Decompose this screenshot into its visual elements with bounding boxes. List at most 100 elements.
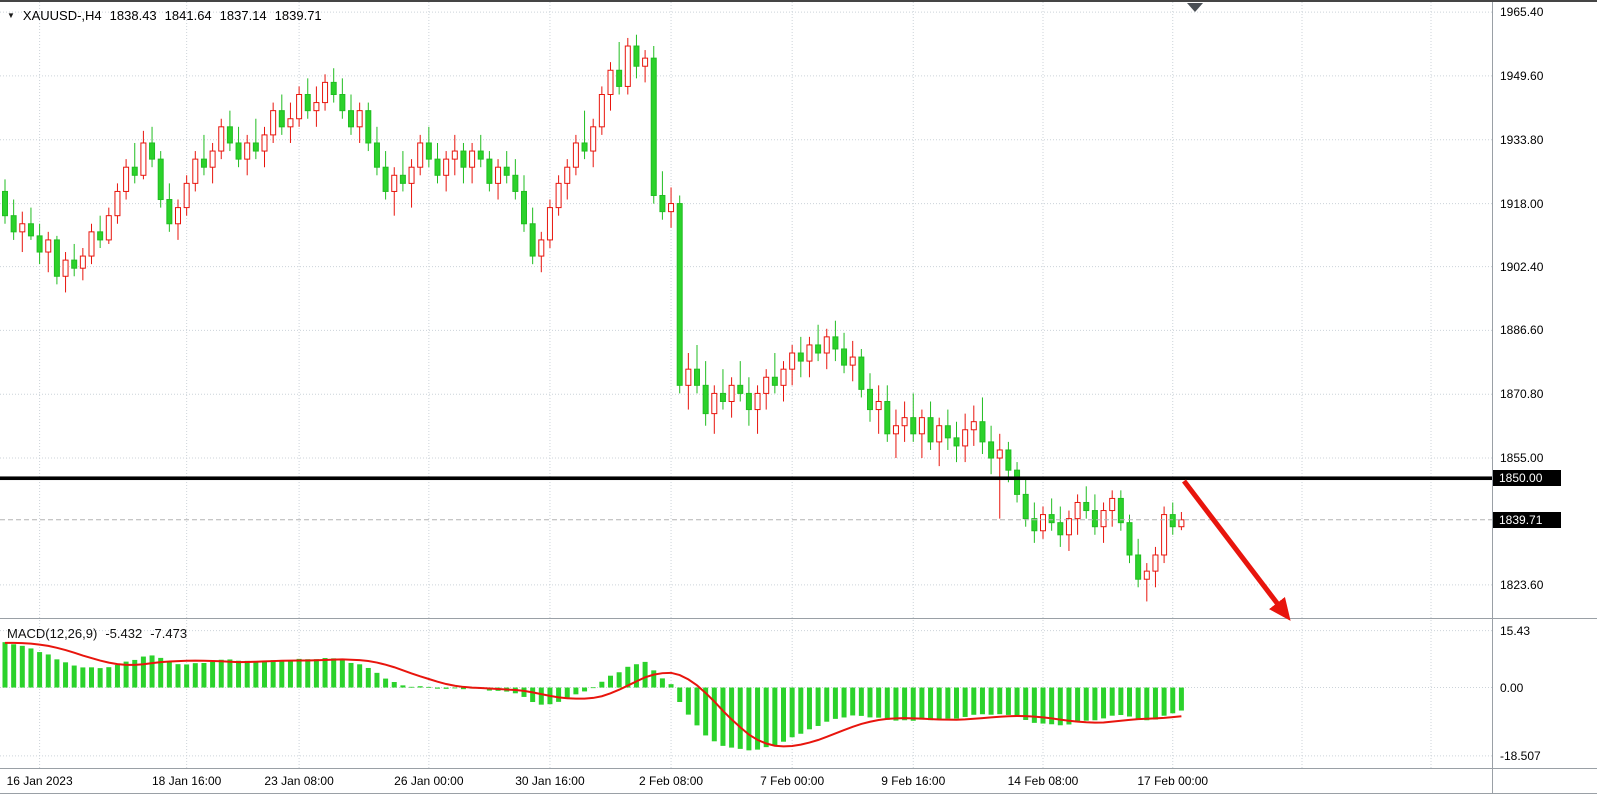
candle-body (460, 150, 467, 168)
macd-histogram-bar (979, 687, 985, 715)
macd-histogram-bar (63, 662, 69, 688)
macd-histogram-bar (80, 667, 86, 688)
panel-separator[interactable] (0, 768, 1597, 769)
macd-histogram-bar (45, 654, 51, 688)
candle-body (486, 158, 493, 184)
candle-body (166, 199, 173, 225)
high-value: 1841.64 (164, 8, 212, 23)
macd-histogram-bar (244, 660, 250, 688)
candle-body (1014, 469, 1021, 495)
candle-body (737, 384, 744, 394)
macd-histogram-bar (1040, 687, 1046, 724)
candle-body (296, 94, 303, 120)
candle-body (538, 239, 545, 257)
macd-histogram-bar (659, 678, 665, 688)
macd-histogram-bar (1057, 687, 1063, 726)
panel-separator[interactable] (0, 618, 1597, 619)
candle-body (823, 336, 830, 354)
candle-body (996, 449, 1003, 459)
candle-body (1178, 519, 1185, 528)
macd-histogram-bar (331, 658, 337, 688)
candle-body (1143, 570, 1150, 580)
candle-body (477, 150, 484, 160)
candle-body (598, 94, 605, 128)
macd-histogram-bar (348, 662, 354, 688)
candle-body (1031, 518, 1038, 532)
price-tick-label: 1886.60 (1500, 323, 1544, 338)
macd-histogram-bar (1092, 687, 1098, 721)
candle-body (771, 376, 778, 386)
macd-histogram-bar (313, 659, 319, 688)
candle-body (373, 142, 380, 168)
candle-body (590, 126, 597, 152)
macd-histogram-bar (608, 675, 613, 688)
candle-body (123, 166, 130, 192)
time-axis[interactable]: 16 Jan 2023 18 Jan 16:00 23 Jan 08:00 26 Ja… (0, 770, 1492, 794)
macd-histogram-bar (945, 687, 951, 719)
macd-histogram-bar (400, 685, 406, 688)
candle-body (633, 45, 640, 67)
candle-body (754, 392, 761, 411)
macd-histogram-bar (1135, 687, 1141, 720)
candle-body (304, 94, 311, 112)
candle-body (226, 126, 233, 144)
candle-body (694, 368, 700, 386)
candle-body (745, 392, 752, 411)
candle-body (495, 166, 502, 184)
macd-histogram-bar (521, 687, 527, 697)
candle-body (88, 231, 95, 257)
candle-body (313, 102, 320, 112)
candle-body (322, 81, 329, 104)
macd-histogram-bar (703, 687, 709, 736)
expander-icon[interactable]: ▼ (7, 11, 15, 20)
macd-histogram-bar (781, 687, 786, 742)
macd-histogram-bar (772, 687, 778, 746)
candle-body (425, 142, 432, 160)
macd-histogram-bar (746, 687, 752, 751)
macd-histogram-bar (357, 664, 363, 688)
macd-histogram-bar (409, 686, 415, 688)
macd-histogram-bar (582, 687, 588, 692)
candle-body (36, 235, 43, 253)
price-tick-label: 1918.00 (1500, 196, 1544, 211)
macd-histogram-bar (11, 644, 17, 688)
candle-body (711, 392, 718, 415)
candle-body (962, 429, 969, 447)
candle-body (261, 134, 268, 152)
candle-body (1169, 514, 1176, 528)
macd-histogram-bar (711, 687, 717, 742)
candle-body (624, 45, 631, 87)
candle-body (789, 352, 796, 370)
macd-histogram-bar (573, 687, 579, 695)
candle-body (988, 441, 995, 459)
macd-indicator-panel[interactable] (0, 620, 1492, 770)
macd-histogram-bar (1152, 687, 1158, 720)
candle-body (391, 174, 398, 192)
macd-histogram-bar (633, 664, 639, 688)
date-tick-label: 30 Jan 16:00 (515, 774, 585, 788)
candle-body (572, 142, 579, 168)
candle-body (157, 158, 164, 201)
price-axis[interactable]: 1850.00 1839.71 1965.40 1949.60 1933.80 191… (1493, 0, 1597, 770)
candle-body (858, 356, 865, 390)
candle-body (728, 384, 735, 402)
macd-histogram-bar (365, 667, 371, 688)
date-tick-label: 26 Jan 00:00 (394, 774, 464, 788)
horizontal-level-line[interactable] (0, 476, 1492, 481)
candle-body (944, 425, 951, 439)
macd-histogram-bar (435, 687, 440, 689)
macd-histogram-bar (201, 663, 207, 688)
macd-histogram-bar (564, 687, 570, 699)
candle-body (175, 207, 181, 225)
axis-bottom-border (0, 793, 1597, 794)
candle-body (365, 110, 372, 144)
chart-shift-marker-icon[interactable] (1187, 3, 1203, 12)
candle-body (1005, 449, 1012, 471)
candle-body (434, 158, 441, 176)
price-tick-label: 1902.40 (1500, 259, 1544, 274)
candle-body (131, 166, 138, 176)
candle-body (867, 388, 873, 411)
macd-histogram-bar (538, 687, 544, 705)
main-price-chart[interactable] (0, 0, 1492, 620)
macd-histogram-bar (858, 687, 864, 716)
